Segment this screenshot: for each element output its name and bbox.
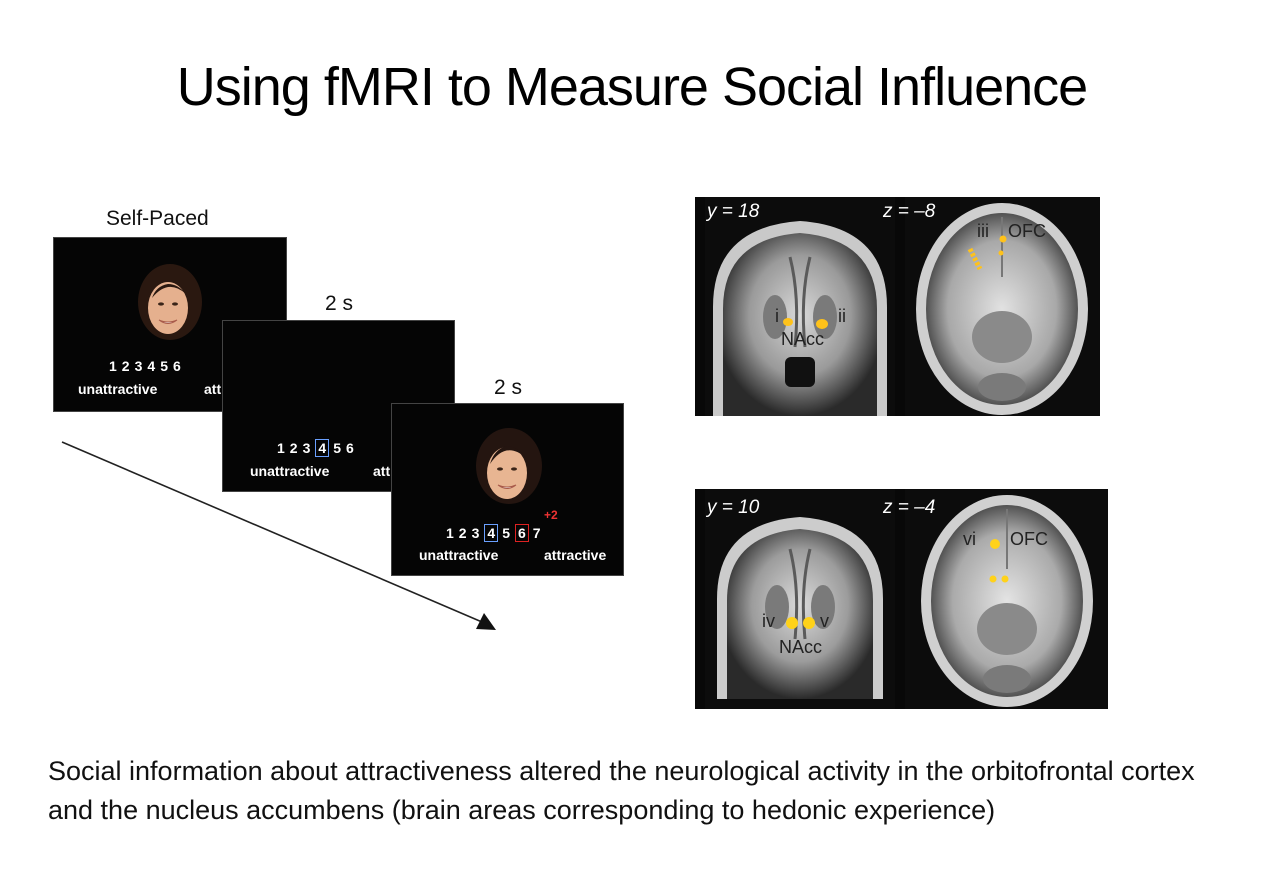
self-paced-label: Self-Paced xyxy=(106,207,209,230)
region-label-ofc: OFC xyxy=(1010,529,1048,549)
low-anchor: unattractive xyxy=(419,547,499,563)
rating-3: 3 xyxy=(471,525,480,541)
low-anchor: unattractive xyxy=(250,463,330,479)
coordinate-label: y = 18 xyxy=(707,201,760,222)
group-rating: 6 xyxy=(514,524,529,542)
region-label-nacc: NAcc xyxy=(781,329,825,349)
rating-6: 6 xyxy=(172,358,181,374)
low-anchor: unattractive xyxy=(78,381,158,397)
caption-text: Social information about attractiveness … xyxy=(48,756,1195,825)
rating-6: 6 xyxy=(345,440,354,456)
rating-4: 4 xyxy=(147,358,156,374)
rating-7: 7 xyxy=(532,525,541,541)
rating-1: 1 xyxy=(109,358,117,374)
region-label-ii: ii xyxy=(838,306,846,326)
duration-label-1: 2 s xyxy=(325,292,354,315)
rating-3: 3 xyxy=(134,358,143,374)
rating-3: 3 xyxy=(302,440,311,456)
high-anchor: attractive xyxy=(544,547,607,563)
high-anchor: att xyxy=(204,381,222,397)
brain-panel-top: y = 18 z = –8 i ii NAcc iii OFC xyxy=(695,197,1100,416)
high-anchor: att xyxy=(373,463,391,479)
coordinate-label: y = 10 xyxy=(707,497,760,518)
brain-panel-bottom: y = 10 z = –4 iv v NAcc vi OFC xyxy=(695,489,1108,709)
face-image xyxy=(138,264,202,340)
rating-5: 5 xyxy=(502,525,510,541)
region-label-i: i xyxy=(775,306,779,326)
region-label-ofc: OFC xyxy=(1008,221,1046,241)
rating-1: 1 xyxy=(277,440,285,456)
rating-1: 1 xyxy=(446,525,454,541)
page-title: Using fMRI to Measure Social Influence xyxy=(176,57,1088,117)
region-label-vi: vi xyxy=(963,529,976,549)
selected-rating: 4 xyxy=(315,439,330,457)
brain-scan-image xyxy=(705,197,1100,416)
region-label-v: v xyxy=(820,611,829,631)
rating-2: 2 xyxy=(458,525,467,541)
rating-2: 2 xyxy=(289,440,298,456)
duration-label-2: 2 s xyxy=(494,376,523,399)
region-label-nacc: NAcc xyxy=(779,637,823,657)
brain-scan-image xyxy=(705,489,1108,709)
region-label-iv: iv xyxy=(762,611,775,631)
rating-5: 5 xyxy=(333,440,341,456)
face-image xyxy=(476,428,542,504)
selected-rating: 4 xyxy=(484,524,499,542)
region-label-iii: iii xyxy=(977,221,989,241)
coordinate-label: z = –4 xyxy=(883,497,936,518)
group-delta: +2 xyxy=(544,508,558,522)
rating-2: 2 xyxy=(121,358,130,374)
rating-5: 5 xyxy=(160,358,168,374)
coordinate-label: z = –8 xyxy=(883,201,936,222)
